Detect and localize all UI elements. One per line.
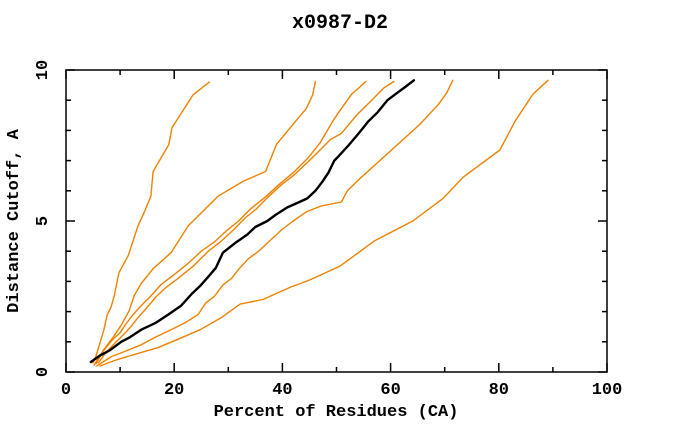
series-curve-2: [93, 80, 317, 366]
x-tick-label-40: 40: [272, 381, 292, 400]
x-tick-label-0: 0: [61, 381, 71, 400]
y-tick-label-10: 10: [34, 60, 53, 80]
x-tick-label-20: 20: [164, 381, 184, 400]
chart-title: x0987-D2: [292, 12, 388, 35]
x-tick-label-80: 80: [489, 381, 509, 400]
y-axis-label: Distance Cutoff, A: [5, 128, 24, 312]
series-curve-black: [89, 79, 416, 364]
x-tick-label-60: 60: [380, 381, 400, 400]
series-curve-3: [95, 80, 367, 365]
series-curve-5: [96, 79, 454, 367]
y-tick-label-0: 0: [34, 367, 53, 377]
x-tick-label-100: 100: [592, 381, 623, 400]
y-tick-label-5: 5: [34, 216, 53, 226]
series-curve-1: [92, 81, 211, 364]
series-curve-6: [99, 79, 549, 367]
x-axis-label: Percent of Residues (CA): [214, 403, 459, 422]
series-curve-4: [97, 80, 395, 364]
plot-area: 0 20 40 60 80 100 0 5 10: [34, 60, 622, 400]
